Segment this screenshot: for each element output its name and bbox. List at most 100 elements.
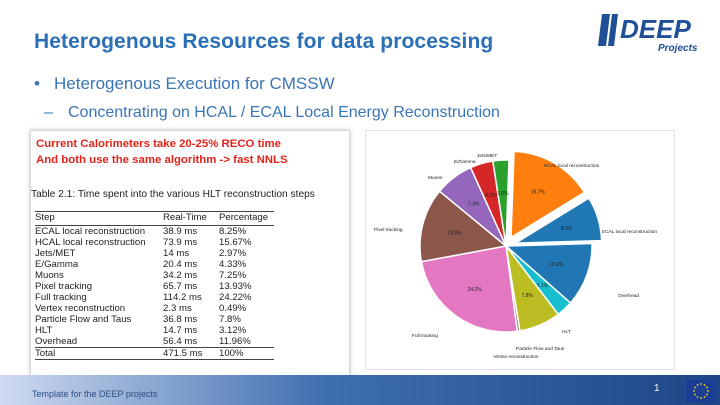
table-cell: 34.2 ms [163, 270, 198, 281]
table-caption: Table 2.1: Time spent into the various H… [31, 189, 315, 200]
slice-percent-label: 3.0% [497, 191, 509, 197]
table-total-row: Total 471.5 ms 100% [35, 347, 275, 360]
slice-name-label: Muons [428, 175, 443, 181]
slice-name-label: Jets/MET [477, 153, 497, 159]
table-cell: 13.93% [219, 281, 252, 292]
slice-percent-label: 12.0% [549, 262, 564, 268]
table-cell: 7.25% [219, 270, 247, 281]
timing-table: Step Real-Time Percentage ECAL local rec… [35, 211, 275, 360]
table-cell: HCAL local reconstruction [35, 237, 146, 248]
slice-percent-label: 7.3% [468, 202, 480, 208]
table-row: Jets/MET 14 ms 2.97% [35, 248, 274, 259]
bullet-level1: • Heterogenous Execution for CMSSW [34, 74, 335, 94]
bullet-dot-icon: • [34, 74, 40, 93]
table-cell: 56.4 ms [163, 336, 198, 347]
pie-slice [492, 159, 510, 247]
table-cell: 3.12% [219, 325, 247, 336]
pie-slice [419, 190, 508, 263]
footer-bar [0, 375, 720, 405]
bullet-level2: – Concentrating on HCAL / ECAL Local Ener… [44, 104, 500, 122]
table-cell: 14.7 ms [163, 325, 198, 336]
pie-slice [512, 197, 603, 244]
logo-subtitle: Projects [658, 43, 698, 54]
slice-name-label: Overhead [618, 293, 639, 299]
table-cell: 100% [219, 347, 275, 360]
table-header: Percentage [219, 211, 275, 226]
table-cell: 24.22% [219, 292, 252, 303]
table-row: Muons 34.2 ms 7.25% [35, 270, 274, 281]
table-cell: 38.9 ms [163, 226, 198, 237]
table-cell: 2.97% [219, 248, 247, 259]
table-cell: 73.9 ms [163, 237, 198, 248]
bullet-level1-text: Heterogenous Execution for CMSSW [54, 74, 335, 93]
table-header: Real-Time [163, 211, 219, 226]
table-cell: Jets/MET [35, 248, 76, 259]
table-row: HLT 14.7 ms 3.12% [35, 325, 274, 336]
table-row: ECAL local reconstruction 38.9 ms 8.25% [35, 226, 274, 238]
red-note-line2: And both use the same algorithm -> fast … [36, 154, 288, 166]
table-cell: HLT [35, 325, 53, 336]
slice-percent-label: 24.2% [468, 287, 483, 293]
timing-table-panel: Current Calorimeters take 20-25% RECO ti… [30, 130, 350, 390]
table-row: E/Gamma 20.4 ms 4.33% [35, 259, 274, 270]
table-cell: E/Gamma [35, 259, 79, 270]
table-cell: Total [35, 347, 163, 360]
slice-percent-label: 8.3% [561, 226, 573, 232]
slice-percent-label: 7.8% [521, 293, 533, 299]
slice-percent-label: 15.7% [531, 189, 546, 195]
slice-percent-label: 3.1% [537, 283, 549, 289]
table-cell: 11.96% [219, 336, 251, 347]
table-cell: 4.33% [219, 259, 247, 270]
pie-slice [504, 242, 593, 305]
table-cell: Pixel tracking [35, 281, 93, 292]
slice-name-label: Vertex reconstruction [493, 354, 538, 360]
deep-projects-logo: DEEP Projects [598, 14, 698, 54]
eu-flag-icon [686, 380, 716, 402]
table-cell: ECAL local reconstruction [35, 226, 146, 237]
slice-percent-label: 13.9% [447, 231, 462, 237]
table-cell: 471.5 ms [163, 347, 219, 360]
table-cell: 0.49% [219, 303, 247, 314]
table-cell: Full tracking [35, 292, 87, 303]
table-cell: 114.2 ms [163, 292, 202, 303]
pie-slice [510, 150, 586, 239]
slice-name-label: HLT [562, 329, 571, 335]
table-row: Particle Flow and Taus 36.8 ms 7.8% [35, 314, 274, 325]
table-cell: Vertex reconstruction [35, 303, 126, 314]
red-note-line1: Current Calorimeters take 20-25% RECO ti… [36, 138, 281, 150]
table-row: HCAL local reconstruction 73.9 ms 15.67% [35, 237, 274, 248]
slice-name-label: HCAL local reconstruction [544, 163, 600, 169]
footer-template-text: Template for the DEEP projects [32, 389, 158, 399]
table-cell: 7.8% [219, 314, 241, 325]
slice-name-label: Particle Flow and Taus [516, 346, 565, 352]
table-row: Pixel tracking 65.7 ms 13.93% [35, 281, 274, 292]
bullet-dash-icon: – [44, 104, 53, 121]
slice-name-label: Pixel tracking [374, 227, 403, 233]
pie-chart: 15.7% HCAL local reconstruction 8.3% ECAL l… [374, 150, 657, 360]
table-row: Overhead 56.4 ms 11.96% [35, 336, 274, 348]
table-row: Vertex reconstruction 2.3 ms 0.49% [35, 303, 274, 314]
table-cell: 65.7 ms [163, 281, 198, 292]
table-cell: 8.25% [219, 226, 247, 237]
logo-brand: DEEP [620, 14, 691, 44]
slide-title: Heterogenous Resources for data processi… [34, 30, 494, 53]
slice-name-label: E/Gamma [454, 159, 476, 165]
table-cell: 20.4 ms [163, 259, 198, 270]
table-cell: 15.67% [219, 237, 252, 248]
table-cell: 36.8 ms [163, 314, 198, 325]
page-number: 1 [654, 383, 660, 394]
pie-chart-panel: 15.7% HCAL local reconstruction 8.3% ECAL l… [365, 130, 675, 370]
slice-name-label: Full tracking [412, 333, 438, 339]
table-cell: Overhead [35, 336, 78, 347]
table-cell: 14 ms [163, 248, 190, 259]
table-cell: Particle Flow and Taus [35, 314, 132, 325]
red-note: Current Calorimeters take 20-25% RECO ti… [36, 136, 288, 168]
bullet-level2-text: Concentrating on HCAL / ECAL Local Energ… [68, 104, 500, 121]
table-header: Step [35, 211, 163, 226]
slice-percent-label: 4.3% [485, 193, 497, 199]
slice-name-label: ECAL local reconstruction [602, 229, 657, 235]
table-cell: Muons [35, 270, 64, 281]
table-header-row: Step Real-Time Percentage [35, 211, 275, 226]
pie-slice [420, 245, 519, 333]
table-row: Full tracking 114.2 ms 24.22% [35, 292, 274, 303]
